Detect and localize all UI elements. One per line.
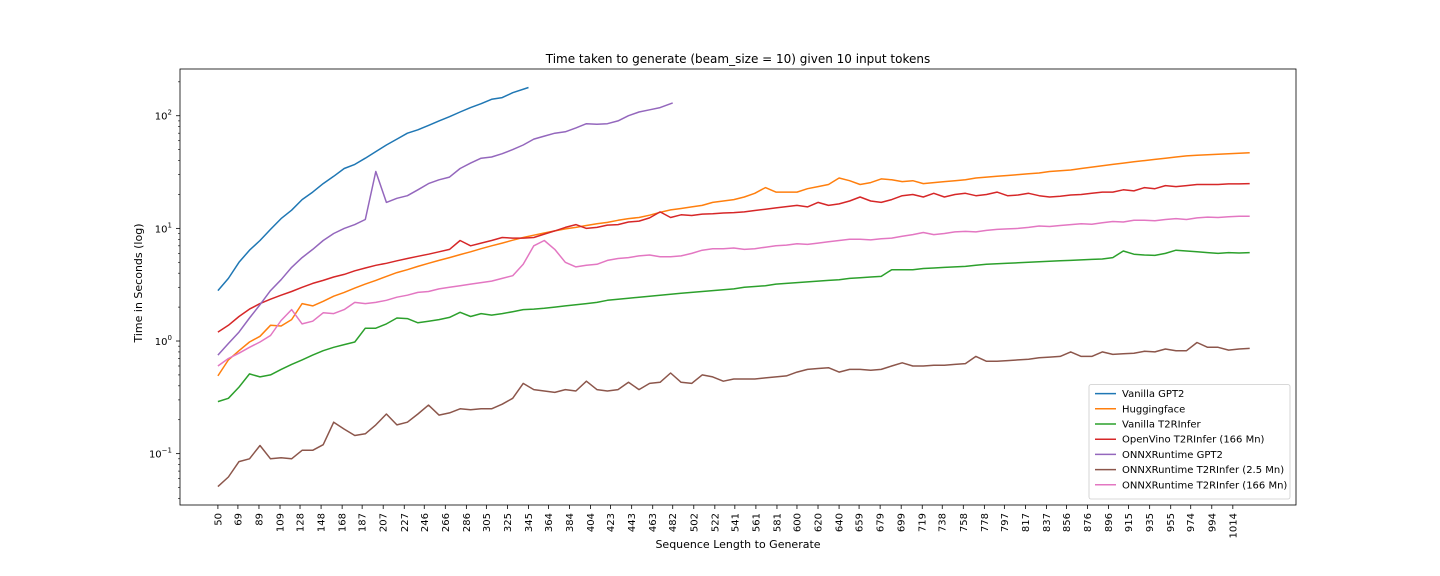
legend-label: ONNXRuntime GPT2 [1122, 450, 1223, 461]
legend-label: ONNXRuntime T2RInfer (166 Mn) [1122, 480, 1287, 491]
x-tick-label: 659 [855, 513, 866, 532]
x-tick-label: 246 [420, 513, 431, 532]
x-tick-label: 187 [358, 513, 369, 532]
x-tick-label: 935 [1145, 513, 1156, 532]
series-line-2 [217, 151, 1250, 377]
chart-title: Time taken to generate (beam_size = 10) … [545, 52, 930, 66]
x-tick-label: 522 [710, 513, 721, 532]
x-tick-label: 797 [1000, 513, 1011, 532]
x-tick-label: 758 [959, 513, 970, 532]
x-tick-label: 561 [751, 513, 762, 532]
series-line-3 [217, 249, 1250, 403]
legend-label: ONNXRuntime T2RInfer (2.5 Mn) [1122, 465, 1284, 476]
x-tick-label: 876 [1083, 513, 1094, 532]
x-tick-label: 463 [648, 513, 659, 532]
x-tick-label: 168 [338, 513, 349, 532]
x-tick-label: 699 [897, 513, 908, 532]
x-tick-label: 207 [379, 513, 390, 532]
x-tick-label: 994 [1207, 513, 1218, 532]
series-line-6 [217, 341, 1250, 488]
x-tick-label: 482 [668, 513, 679, 532]
x-tick-label: 148 [317, 513, 328, 532]
x-tick-label: 266 [441, 513, 452, 532]
x-tick-label: 69 [233, 513, 244, 526]
y-tick-label: 102 [155, 109, 172, 123]
x-tick-label: 541 [730, 513, 741, 532]
x-tick-label: 915 [1124, 513, 1135, 532]
x-tick-label: 305 [482, 513, 493, 532]
x-tick-label: 384 [565, 513, 576, 532]
series-line-7 [217, 215, 1250, 367]
series-line-5 [217, 102, 673, 356]
x-tick-label: 364 [544, 513, 555, 532]
y-axis-label: Time in Seconds (log) [132, 223, 145, 343]
x-tick-label: 404 [586, 513, 597, 532]
legend-label: OpenVino T2RInfer (166 Mn) [1122, 435, 1265, 446]
legend-box [1088, 384, 1291, 500]
x-tick-label: 345 [524, 513, 535, 532]
x-tick-label: 1014 [1228, 513, 1239, 538]
legend-label: Huggingface [1122, 404, 1185, 415]
y-tick-label: 101 [155, 221, 172, 235]
legend-label: Vanilla T2RInfer [1122, 420, 1202, 431]
x-tick-label: 738 [938, 513, 949, 532]
x-tick-label: 620 [814, 513, 825, 532]
series-layer [217, 86, 1250, 488]
y-tick-label: 100 [155, 334, 172, 348]
x-tick-label: 502 [689, 513, 700, 532]
x-tick-label: 581 [772, 513, 783, 532]
legend: Vanilla GPT2 Huggingface Vanilla T2RInfer O… [1088, 384, 1291, 500]
x-axis-label: Sequence Length to Generate [655, 538, 820, 551]
x-tick-label: 89 [254, 513, 265, 526]
x-tick-label: 109 [276, 513, 287, 532]
x-tick-label: 325 [503, 513, 514, 532]
series-line-1 [217, 86, 529, 292]
y-tick-label: 10−1 [149, 447, 172, 461]
x-tick-label: 50 [213, 513, 224, 526]
x-tick-label: 227 [400, 513, 411, 532]
x-tick-label: 423 [606, 513, 617, 532]
x-tick-label: 837 [1042, 513, 1053, 532]
x-tick-label: 896 [1104, 513, 1115, 532]
x-tick-label: 600 [792, 513, 803, 532]
x-tick-label: 128 [296, 513, 307, 532]
x-tick-label: 640 [835, 513, 846, 532]
x-tick-label: 679 [876, 513, 887, 532]
x-tick-label: 955 [1166, 513, 1177, 532]
legend-label: Vanilla GPT2 [1122, 389, 1184, 400]
x-tick-label: 817 [1021, 513, 1032, 532]
x-tick-label: 443 [627, 513, 638, 532]
x-tick-label: 286 [462, 513, 473, 532]
x-tick-label: 856 [1062, 513, 1073, 532]
series-line-4 [217, 182, 1250, 333]
x-tick-label: 778 [980, 513, 991, 532]
x-tick-label: 974 [1186, 513, 1197, 532]
x-tick-label: 719 [918, 513, 929, 532]
